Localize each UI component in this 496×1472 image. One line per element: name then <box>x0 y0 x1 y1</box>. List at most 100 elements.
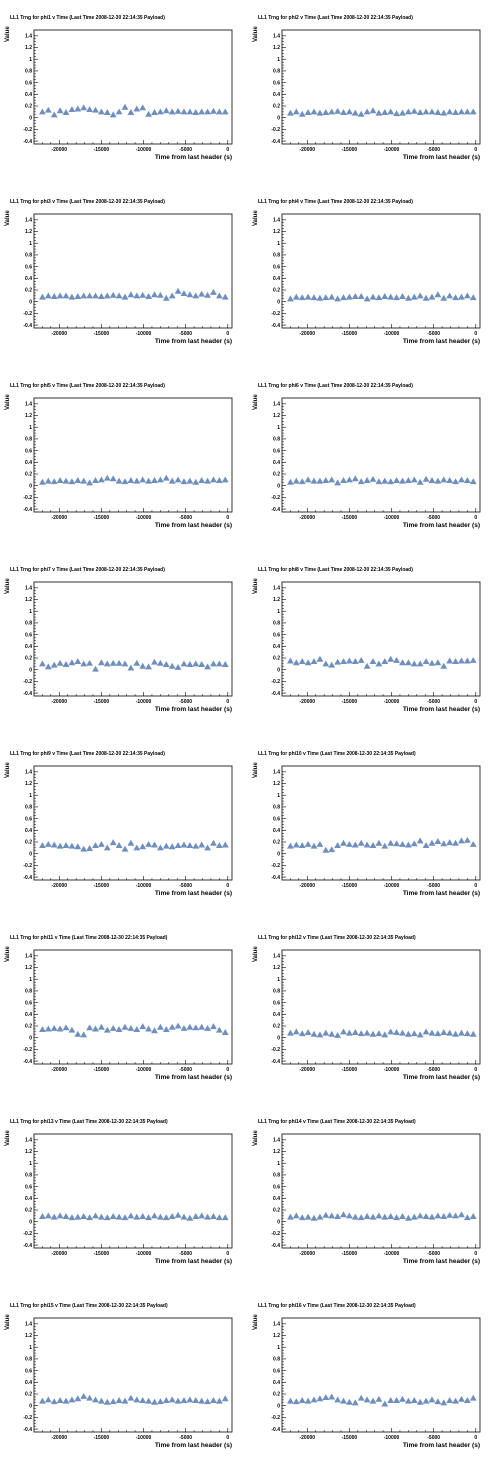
data-point <box>434 659 442 666</box>
data-point <box>50 293 58 299</box>
data-point <box>39 1213 46 1219</box>
y-tick-label: 1 <box>277 1345 280 1351</box>
data-point <box>322 1211 330 1218</box>
data-point <box>340 477 347 483</box>
x-tick-label: -20000 <box>51 699 67 705</box>
data-point <box>287 1397 294 1404</box>
data-point <box>62 292 70 299</box>
data-point <box>416 478 424 485</box>
data-point <box>174 1022 182 1029</box>
chart-title: LL1 Trng for phi4 v Time (Last Time 2008… <box>258 199 413 205</box>
data-point <box>399 659 406 666</box>
data-point <box>292 293 300 300</box>
data-point <box>44 106 52 113</box>
data-point <box>174 107 182 114</box>
data-point <box>68 842 76 849</box>
y-tick-label: 0 <box>29 1219 32 1225</box>
y-tick-label: -0.2 <box>23 863 32 869</box>
data-point <box>68 1214 76 1221</box>
y-tick-label: 0 <box>29 115 32 121</box>
x-tick-label: -20000 <box>51 1435 67 1441</box>
data-point <box>310 1030 318 1037</box>
data-point <box>56 1025 64 1032</box>
x-tick-label: 0 <box>226 515 229 521</box>
y-tick-label: 0.4 <box>273 644 280 650</box>
y-tick-label: -0.2 <box>271 495 280 501</box>
data-point <box>287 1213 294 1220</box>
data-point <box>180 478 188 485</box>
data-point <box>204 663 211 670</box>
x-tick-label: -15000 <box>94 331 110 337</box>
y-tick-label: 0.8 <box>25 69 32 75</box>
x-tick-label: -10000 <box>384 1067 400 1073</box>
data-point <box>50 661 58 668</box>
data-point <box>121 845 129 852</box>
plot-area: -0.4 -0.2 0 0.2 0.4 0.6 0.8 1 1.2 1.4 -20000 -15000… <box>271 581 481 705</box>
data-point <box>62 661 70 667</box>
data-point <box>92 477 99 483</box>
data-point <box>121 103 129 110</box>
data-point <box>363 841 371 848</box>
data-point <box>192 1397 200 1403</box>
x-tick-label: -5000 <box>427 883 440 889</box>
data-point <box>180 1213 188 1220</box>
y-tick-label: 0.6 <box>25 80 32 86</box>
data-point <box>369 658 377 665</box>
y-tick-label: 1.4 <box>273 402 280 408</box>
data-point <box>440 109 448 116</box>
data-point <box>357 110 365 117</box>
x-tick-label: -10000 <box>136 1251 152 1257</box>
data-point <box>127 1024 135 1031</box>
data-point <box>322 660 330 667</box>
data-point <box>198 290 206 297</box>
y-tick-label: 1 <box>277 57 280 63</box>
data-point <box>139 291 147 298</box>
y-tick-label: 0 <box>29 851 32 857</box>
data-point <box>80 660 88 667</box>
data-point <box>340 109 347 115</box>
data-point <box>404 108 412 115</box>
plot-frame <box>281 1317 481 1433</box>
data-point <box>115 477 123 484</box>
y-tick-label: -0.4 <box>271 139 280 145</box>
data-point <box>357 1214 365 1221</box>
y-tick-label: 1.2 <box>25 965 32 971</box>
data-point <box>410 1030 418 1037</box>
data-point <box>92 106 99 113</box>
x-tick-label: 0 <box>474 1067 477 1073</box>
data-point <box>387 655 395 662</box>
data-point <box>440 840 448 847</box>
y-tick-label: 1.4 <box>25 586 32 592</box>
plot-frame <box>33 213 233 329</box>
x-tick-label: -5000 <box>179 1435 192 1441</box>
data-point <box>410 660 418 667</box>
data-point <box>103 1214 111 1221</box>
data-point <box>357 1030 365 1037</box>
y-tick-label: 0 <box>277 1219 280 1225</box>
data-point <box>381 293 389 299</box>
data-point <box>103 1026 111 1033</box>
data-point <box>404 841 412 848</box>
x-tick-label: -15000 <box>342 147 358 153</box>
y-tick-label: 1.2 <box>273 1149 280 1155</box>
y-tick-label: -0.2 <box>23 127 32 133</box>
y-tick-label: 0.2 <box>273 840 280 846</box>
data-point <box>62 842 70 849</box>
data-point <box>151 1027 158 1034</box>
y-tick-label: 1.2 <box>273 45 280 51</box>
y-tick-label: 0.6 <box>273 448 280 454</box>
data-point <box>139 662 147 669</box>
y-tick-label: 0.8 <box>273 621 280 627</box>
data-point <box>381 109 389 115</box>
data-point <box>139 1213 147 1219</box>
y-tick-label: 1 <box>29 425 32 431</box>
data-point <box>210 1023 217 1030</box>
data-point <box>180 108 188 115</box>
data-point <box>428 1213 436 1220</box>
y-tick-label: 0 <box>29 667 32 673</box>
chart-title: LL1 Trng for phi8 v Time (Last Time 2008… <box>258 567 413 573</box>
data-point <box>50 478 58 485</box>
x-tick-label: -20000 <box>299 1251 315 1257</box>
y-tick-label: 1 <box>29 977 32 983</box>
y-tick-label: 0.8 <box>25 621 32 627</box>
